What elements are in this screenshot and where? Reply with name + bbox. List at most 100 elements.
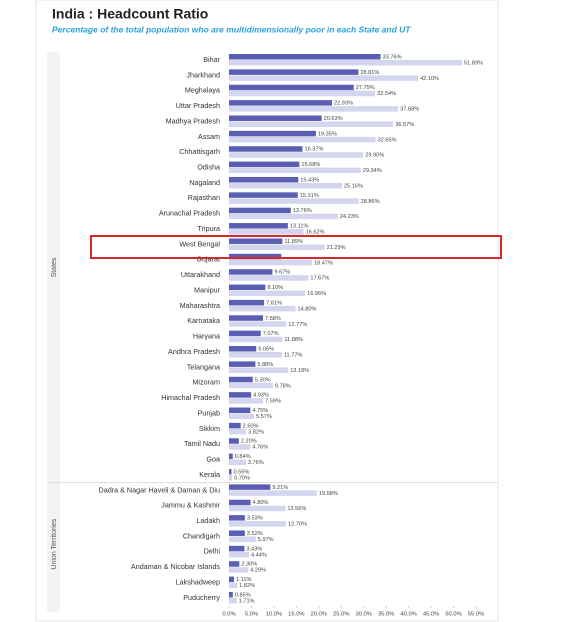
value-label: 16.96% [307, 291, 326, 297]
x-tick-label: 25.0% [333, 612, 349, 618]
bar [229, 382, 273, 389]
bar [229, 515, 245, 521]
bar [229, 490, 317, 496]
category-label: Tamil Nadu [184, 439, 220, 448]
value-label: 4.76% [252, 445, 268, 451]
bar [229, 299, 265, 306]
highlight-box [90, 235, 502, 259]
bar [229, 392, 252, 398]
bar [229, 69, 359, 75]
bar [229, 229, 304, 235]
bar [229, 407, 251, 414]
bar [229, 182, 342, 189]
bar [229, 106, 399, 112]
category-label: Gujarat [196, 255, 220, 264]
category-label: Jammu & Kashmir [161, 501, 220, 510]
category-label: Himachal Pradesh [161, 393, 220, 402]
value-label: 5.97% [258, 537, 274, 543]
value-label: 27.79% [356, 85, 375, 91]
value-label: 19.58% [319, 491, 338, 497]
bar [229, 207, 291, 214]
bar [229, 459, 246, 466]
x-tick-label: 0.0% [222, 612, 235, 618]
plot: 0.0% 5.0% 10.0% 15.0% 20.0% 25.0% 30.0% 35.0% 40… [47, 54, 498, 618]
bar [229, 223, 288, 229]
value-label: 4.80% [253, 500, 269, 506]
bar [229, 259, 312, 266]
bar [229, 398, 264, 404]
bar [229, 576, 234, 583]
value-label: 7.07% [263, 331, 279, 337]
x-tick-label: 35.0% [378, 612, 394, 618]
bar [229, 484, 271, 490]
bar [229, 453, 233, 460]
bar [229, 213, 338, 220]
bar [229, 115, 322, 121]
bar [229, 290, 306, 297]
value-label: 0.70% [234, 475, 250, 481]
value-label: 4.75% [252, 408, 268, 414]
bar [229, 198, 359, 204]
value-label: 5.88% [257, 362, 273, 368]
bar [229, 521, 287, 527]
bar [229, 336, 283, 343]
value-label: 3.82% [248, 429, 264, 435]
value-label: 25.16% [344, 183, 363, 189]
value-label: 18.47% [314, 260, 333, 266]
chart-title: India : Headcount Ratio [52, 6, 208, 22]
value-label: 22.93% [334, 101, 353, 107]
value-label: 28.86% [361, 199, 380, 205]
bar [229, 321, 287, 327]
value-label: 0.84% [235, 454, 251, 460]
value-label: 1.11% [236, 577, 251, 583]
bar [229, 567, 249, 573]
bar [229, 591, 233, 598]
value-label: 14.80% [297, 306, 316, 312]
value-label: 6.06% [258, 347, 274, 353]
bar [229, 428, 247, 435]
bar [229, 136, 376, 143]
bar [229, 551, 249, 558]
bar [229, 422, 241, 429]
value-label: 17.67% [310, 276, 329, 282]
value-label: 21.29% [327, 245, 346, 251]
value-label: 33.76% [383, 54, 402, 60]
value-label: 29.34% [363, 168, 382, 174]
value-label: 15.68% [301, 162, 320, 168]
category-label: Manipur [194, 285, 221, 294]
category-label: Haryana [193, 332, 220, 341]
bar [229, 269, 273, 275]
value-label: 2.20% [241, 439, 257, 445]
bar [229, 161, 300, 168]
value-label: 2.60% [243, 423, 259, 429]
bar [229, 346, 257, 352]
category-label: Arunachal Pradesh [159, 209, 220, 218]
value-label: 1.82% [239, 583, 255, 589]
category-label: Odisha [197, 162, 220, 171]
value-label: 11.88% [284, 337, 303, 343]
value-label: 7.59% [265, 399, 281, 405]
category-label: West Bengal [179, 239, 220, 248]
category-label: Nagaland [189, 178, 220, 187]
bar [229, 130, 316, 137]
value-label: 20.63% [324, 116, 343, 122]
value-label: 4.93% [253, 393, 269, 399]
bar [229, 352, 282, 358]
bar [229, 367, 289, 373]
bar [229, 413, 255, 420]
bar [229, 438, 239, 444]
bar [229, 75, 419, 81]
value-label: 9.21% [272, 485, 288, 491]
bar [229, 146, 303, 152]
value-label: 37.68% [400, 107, 419, 113]
category-label: Uttarakhand [181, 270, 220, 279]
category-label: Madhya Pradesh [166, 116, 220, 125]
category-label: Jharkhand [186, 70, 220, 79]
category-label: Uttar Pradesh [176, 101, 220, 110]
bar [229, 505, 286, 512]
category-label: Meghalaya [185, 86, 220, 95]
value-label: 12.77% [288, 322, 307, 328]
category-label: Rajasthan [188, 193, 220, 202]
bar [229, 238, 283, 244]
category-label: Goa [206, 455, 220, 464]
